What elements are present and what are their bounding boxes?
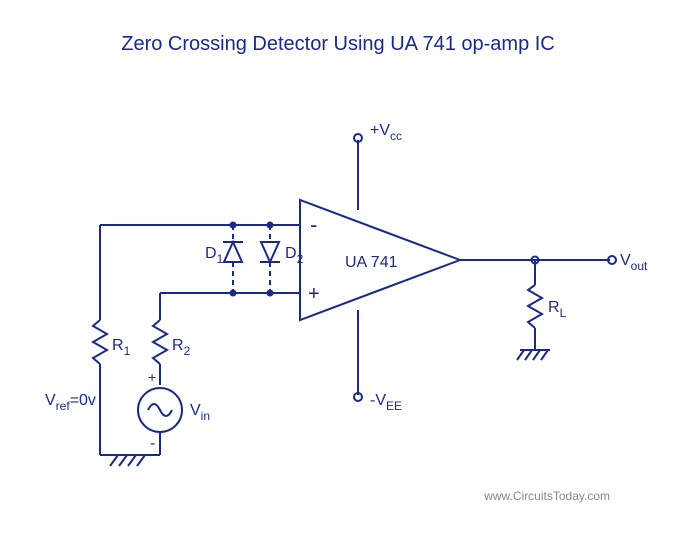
resistor-rl: [528, 285, 542, 328]
ground-rl: [517, 350, 550, 360]
attribution: www.CircuitsToday.com: [483, 489, 610, 503]
diode-d2-tri: [261, 242, 279, 262]
resistor-r2: [153, 320, 167, 364]
label-vin: Vin: [190, 402, 210, 423]
src-minus: -: [150, 435, 155, 452]
label-vout: Vout: [620, 252, 648, 273]
circuit-diagram: Zero Crossing Detector Using UA 741 op-a…: [0, 0, 676, 545]
label-vcc: +Vcc: [370, 122, 402, 143]
node-d2-bot: [267, 290, 274, 297]
diode-d1-tri: [224, 242, 242, 262]
label-vee: -VEE: [370, 392, 402, 413]
node-d1-bot: [230, 290, 237, 297]
label-ic: UA 741: [345, 254, 398, 271]
label-r1: R1: [112, 337, 131, 358]
opamp-minus: -: [310, 212, 317, 237]
ground-left: [110, 455, 148, 466]
label-r2: R2: [172, 337, 191, 358]
resistor-r1: [93, 320, 107, 364]
label-vref: Vref=0v: [45, 392, 96, 413]
opamp-plus: +: [308, 283, 320, 305]
node-d1-top: [230, 222, 237, 229]
diagram-title: Zero Crossing Detector Using UA 741 op-a…: [121, 33, 555, 55]
label-d1: D1: [205, 245, 224, 266]
label-rl: RL: [548, 299, 567, 320]
node-d2-top: [267, 222, 274, 229]
src-plus: +: [148, 369, 156, 385]
